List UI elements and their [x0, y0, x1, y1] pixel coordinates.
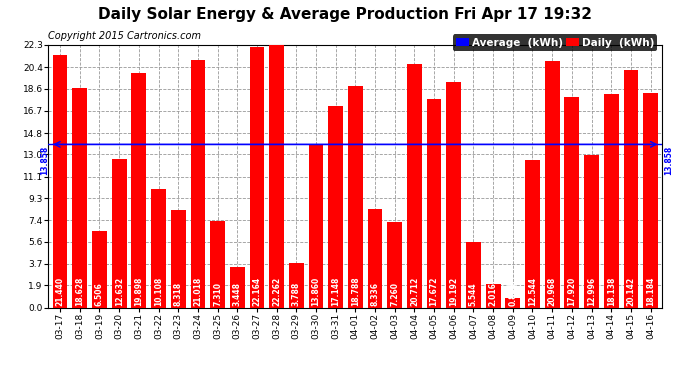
Bar: [328, 106, 343, 308]
Text: 6.506: 6.506: [95, 282, 104, 306]
Text: 19.192: 19.192: [449, 277, 458, 306]
Bar: [132, 73, 146, 308]
Text: 19.898: 19.898: [135, 276, 144, 306]
Bar: [52, 55, 68, 308]
Legend: Average  (kWh), Daily  (kWh): Average (kWh), Daily (kWh): [453, 34, 657, 51]
Text: 20.712: 20.712: [410, 276, 419, 306]
Text: 10.108: 10.108: [154, 276, 163, 306]
Text: 17.148: 17.148: [331, 276, 340, 306]
Bar: [348, 86, 363, 308]
Bar: [506, 298, 520, 307]
Bar: [368, 209, 382, 308]
Bar: [112, 159, 126, 308]
Bar: [151, 189, 166, 308]
Text: 13.860: 13.860: [311, 276, 320, 306]
Text: 0.844: 0.844: [509, 282, 518, 306]
Text: 22.164: 22.164: [253, 277, 262, 306]
Text: 17.672: 17.672: [430, 276, 439, 306]
Text: 21.018: 21.018: [193, 276, 202, 306]
Bar: [426, 99, 442, 308]
Bar: [624, 70, 638, 308]
Text: 22.262: 22.262: [272, 277, 281, 306]
Text: 7.260: 7.260: [391, 282, 400, 306]
Bar: [446, 82, 461, 308]
Text: 18.788: 18.788: [351, 276, 360, 306]
Bar: [308, 144, 324, 308]
Text: 7.310: 7.310: [213, 282, 222, 306]
Text: 13.858: 13.858: [664, 146, 673, 175]
Bar: [466, 242, 481, 308]
Text: 21.440: 21.440: [56, 277, 65, 306]
Text: 5.544: 5.544: [469, 282, 478, 306]
Bar: [171, 210, 186, 308]
Text: 8.318: 8.318: [174, 282, 183, 306]
Text: 13.858: 13.858: [40, 146, 49, 175]
Text: 12.544: 12.544: [528, 277, 537, 306]
Text: 3.788: 3.788: [292, 282, 301, 306]
Text: Daily Solar Energy & Average Production Fri Apr 17 19:32: Daily Solar Energy & Average Production …: [98, 8, 592, 22]
Bar: [72, 88, 87, 308]
Text: 12.996: 12.996: [587, 277, 596, 306]
Bar: [643, 93, 658, 308]
Text: 8.336: 8.336: [371, 282, 380, 306]
Bar: [269, 45, 284, 308]
Bar: [92, 231, 107, 308]
Bar: [584, 154, 599, 308]
Text: 18.628: 18.628: [75, 276, 84, 306]
Text: 18.184: 18.184: [646, 276, 655, 306]
Bar: [486, 284, 500, 308]
Bar: [545, 61, 560, 308]
Text: 20.142: 20.142: [627, 277, 635, 306]
Text: 18.138: 18.138: [607, 276, 615, 306]
Bar: [230, 267, 245, 308]
Text: 12.632: 12.632: [115, 277, 124, 306]
Bar: [250, 46, 264, 308]
Bar: [387, 222, 402, 308]
Bar: [564, 96, 579, 308]
Bar: [190, 60, 205, 308]
Bar: [210, 222, 225, 308]
Text: 20.968: 20.968: [548, 276, 557, 306]
Text: Copyright 2015 Cartronics.com: Copyright 2015 Cartronics.com: [48, 31, 201, 40]
Bar: [604, 94, 619, 308]
Text: 17.920: 17.920: [567, 276, 576, 306]
Bar: [407, 64, 422, 308]
Text: 2.016: 2.016: [489, 282, 497, 306]
Bar: [289, 263, 304, 308]
Bar: [525, 160, 540, 308]
Text: 3.448: 3.448: [233, 282, 241, 306]
